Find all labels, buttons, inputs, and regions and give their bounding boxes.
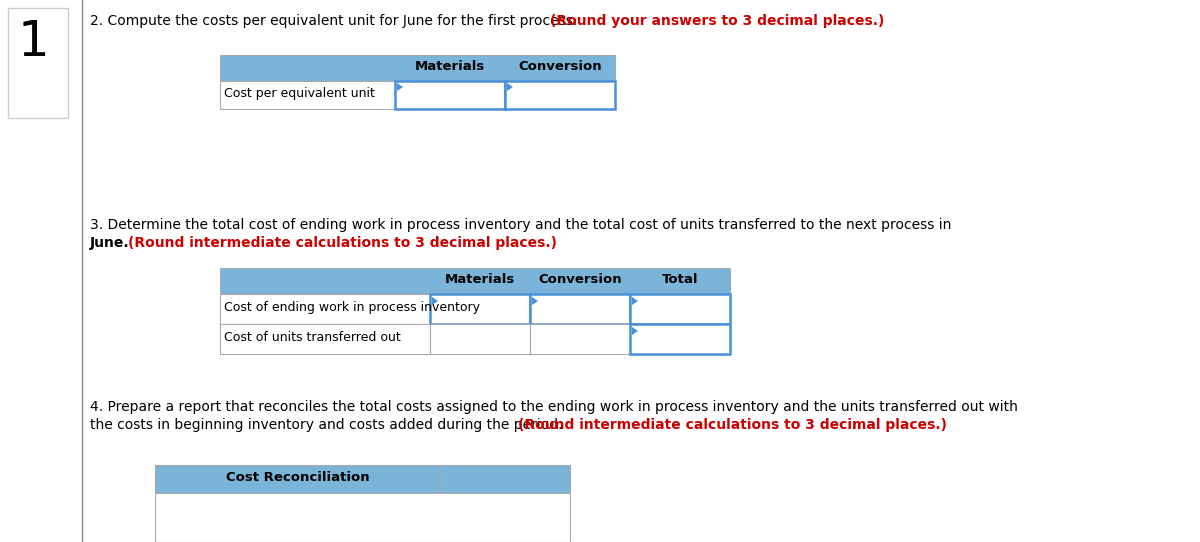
Polygon shape	[632, 297, 638, 305]
Text: Conversion: Conversion	[518, 60, 602, 73]
Bar	[440, 465, 570, 493]
Text: Cost Reconciliation: Cost Reconciliation	[226, 471, 370, 484]
Polygon shape	[532, 297, 538, 305]
Text: Cost of units transferred out: Cost of units transferred out	[224, 331, 401, 344]
Bar	[395, 81, 505, 109]
Text: Cost of ending work in process inventory: Cost of ending work in process inventory	[224, 301, 480, 314]
Bar	[630, 294, 730, 324]
Text: 3. Determine the total cost of ending work in process inventory and the total co: 3. Determine the total cost of ending wo…	[90, 218, 952, 232]
Bar	[530, 324, 630, 354]
Bar	[630, 324, 730, 354]
Text: 1: 1	[18, 18, 49, 66]
Text: Materials: Materials	[445, 273, 515, 286]
Bar	[505, 81, 616, 109]
Bar	[220, 268, 730, 294]
Polygon shape	[397, 83, 403, 91]
Bar	[8, 8, 68, 118]
Polygon shape	[632, 327, 638, 335]
Text: 2. Compute the costs per equivalent unit for June for the first process.: 2. Compute the costs per equivalent unit…	[90, 14, 582, 28]
Text: Cost per equivalent unit: Cost per equivalent unit	[224, 87, 374, 100]
Text: Total: Total	[661, 273, 698, 286]
Bar	[155, 493, 570, 542]
Bar	[220, 324, 430, 354]
Text: June.: June.	[90, 236, 134, 250]
Text: the costs in beginning inventory and costs added during the period.: the costs in beginning inventory and cos…	[90, 418, 566, 432]
Bar	[155, 465, 440, 493]
Bar	[220, 294, 430, 324]
Bar	[430, 324, 530, 354]
Bar	[220, 81, 395, 109]
Text: Materials: Materials	[415, 60, 485, 73]
Polygon shape	[432, 297, 438, 305]
Text: 4. Prepare a report that reconciles the total costs assigned to the ending work : 4. Prepare a report that reconciles the …	[90, 400, 1018, 414]
Text: (Round intermediate calculations to 3 decimal places.): (Round intermediate calculations to 3 de…	[518, 418, 948, 432]
Bar	[430, 294, 530, 324]
Bar	[220, 55, 616, 81]
Text: Conversion: Conversion	[538, 273, 622, 286]
Text: (Round your answers to 3 decimal places.): (Round your answers to 3 decimal places.…	[550, 14, 884, 28]
Bar	[530, 294, 630, 324]
Polygon shape	[508, 83, 514, 91]
Text: (Round intermediate calculations to 3 decimal places.): (Round intermediate calculations to 3 de…	[128, 236, 557, 250]
